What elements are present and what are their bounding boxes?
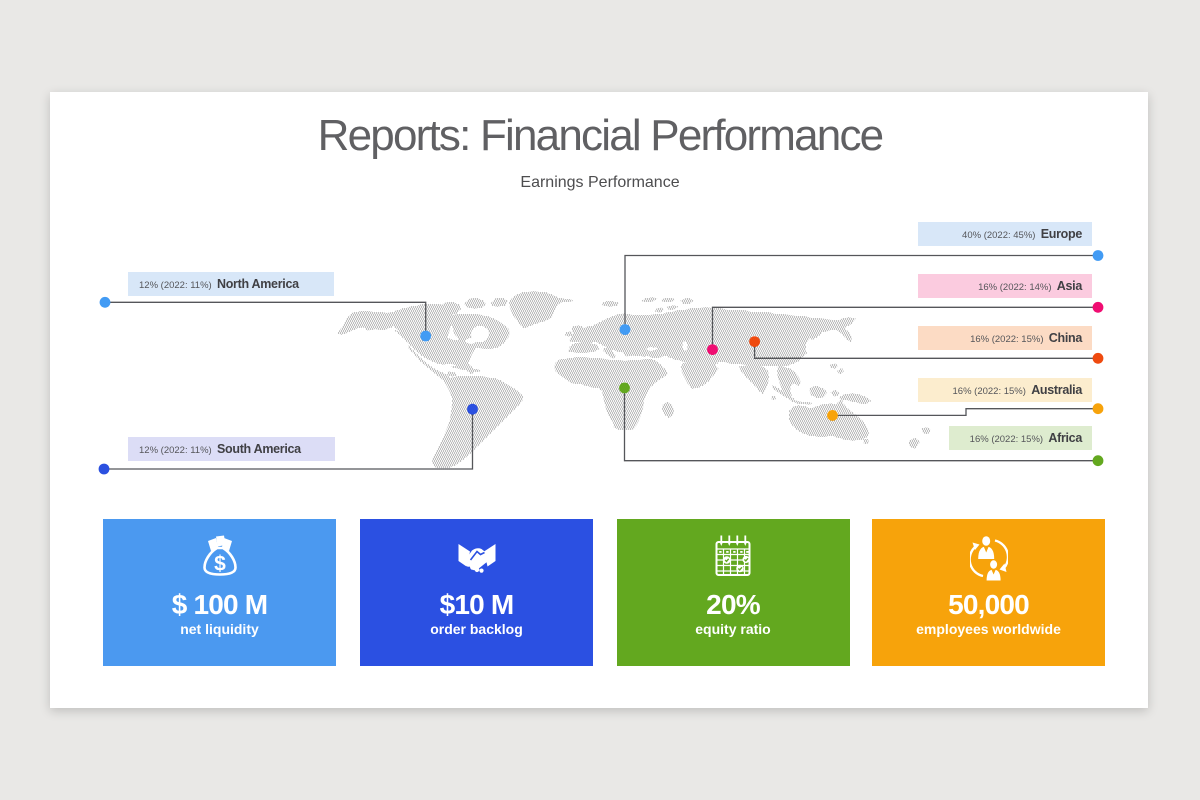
svg-text:$: $ [214, 553, 226, 576]
